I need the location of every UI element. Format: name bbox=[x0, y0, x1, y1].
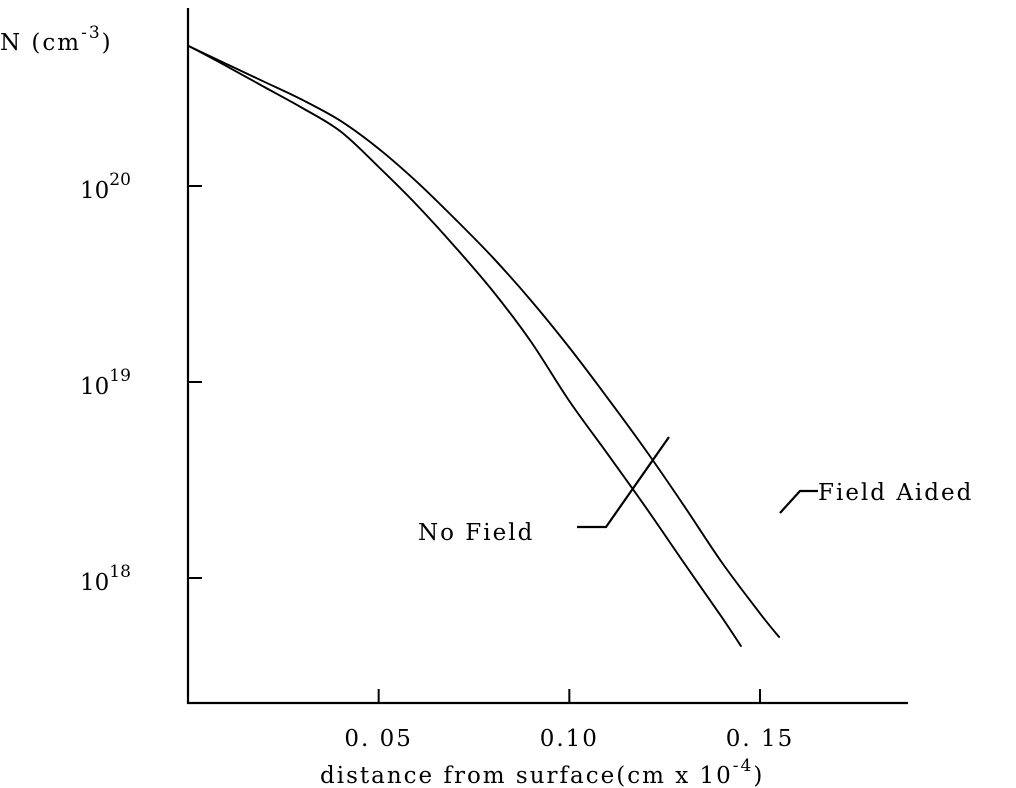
annotation-field-aided: Field Aided bbox=[818, 480, 973, 506]
axes bbox=[186, 8, 908, 705]
ticks: 0. 05 0.10 0. 15 1020 1019 1018 bbox=[80, 170, 795, 752]
leader-line-field-aided bbox=[779, 489, 818, 514]
y-axis-title-base: N (cm bbox=[0, 30, 81, 56]
x-axis-title-base: distance from surface(cm x 10 bbox=[320, 763, 733, 788]
x-axis-title-close: ) bbox=[753, 763, 764, 788]
series-line-field-aided bbox=[187, 44, 781, 638]
x-axis-title-exponent: -4 bbox=[733, 756, 754, 776]
annotations: No Field Field Aided bbox=[418, 436, 973, 546]
x-tick-label-3: 0. 15 bbox=[726, 726, 795, 752]
x-tick-label-1: 0. 05 bbox=[344, 726, 413, 752]
leader-line-no-field bbox=[577, 436, 670, 529]
y-tick-label-3: 1018 bbox=[80, 562, 131, 596]
series-line-no-field bbox=[187, 44, 742, 647]
y-axis-title-exponent: -3 bbox=[81, 23, 102, 43]
y-tick-label-2: 1019 bbox=[80, 366, 131, 400]
x-axis-title: distance from surface(cm x 10-4) bbox=[320, 756, 764, 788]
curves bbox=[187, 44, 781, 647]
y-tick-label-1: 1020 bbox=[80, 170, 131, 204]
y-axis-title: N (cm-3) bbox=[0, 23, 113, 56]
x-tick-label-2: 0.10 bbox=[540, 726, 599, 752]
annotation-no-field: No Field bbox=[418, 520, 534, 546]
y-axis-title-close: ) bbox=[102, 30, 113, 56]
